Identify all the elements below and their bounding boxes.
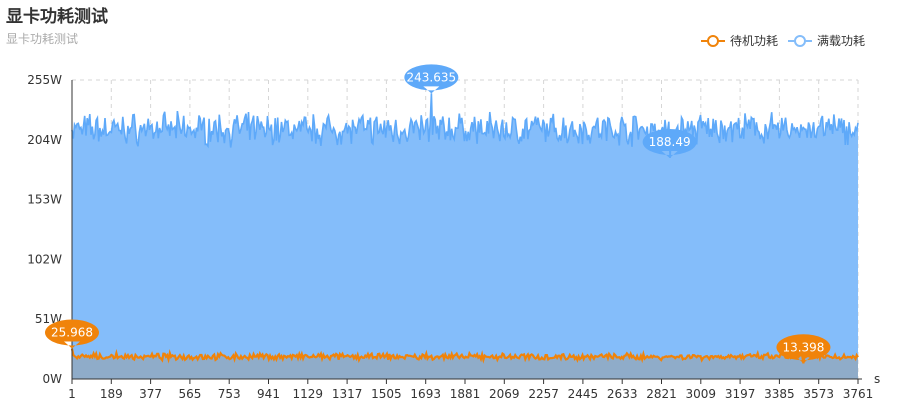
idle-min-pin: 13.398 [776,334,831,364]
legend-idle-icon [700,34,725,47]
x-tick-label: 1317 [332,387,363,401]
x-tick-label: 753 [218,387,241,401]
x-axis-label: s [874,372,880,386]
legend: 待机功耗 满载功耗 [700,32,865,49]
x-tick-label: 941 [257,387,280,401]
load-max-pin-shape [404,64,459,94]
y-tick-label: 102W [27,252,62,266]
idle-min-pin-label: 13.398 [782,340,824,354]
y-tick-label: 153W [27,193,62,207]
x-tick-label: 1881 [450,387,481,401]
x-tick-label: 3385 [764,387,795,401]
series-idle-area [72,348,858,379]
legend-load-label: 满载功耗 [816,34,865,48]
chart-subtitle: 显卡功耗测试 [6,32,79,46]
x-tick-label: 2257 [528,387,559,401]
x-tick-label: 1 [68,387,76,401]
legend-idle-label: 待机功耗 [729,34,778,48]
x-tick-label: 3761 [843,387,874,401]
load-max-pin-label: 243.635 [407,70,457,84]
x-tick-label: 2069 [489,387,520,401]
y-tick-label: 0W [43,372,63,386]
x-tick-label: 3573 [803,387,834,401]
y-tick-label: 255W [27,73,62,87]
series-load-line [71,93,859,159]
load-min-pin-label: 188.49 [649,135,691,149]
series-load-area [72,93,858,380]
x-tick-label: 3009 [686,387,717,401]
x-tick-label: 3197 [725,387,756,401]
x-tick-label: 2821 [646,387,677,401]
y-tick-label: 204W [27,133,62,147]
x-tick-label: 565 [178,387,201,401]
series-idle-line [70,348,859,364]
legend-item-idle[interactable]: 待机功耗 [700,32,778,49]
x-tick-label: 2445 [568,387,599,401]
legend-item-load[interactable]: 满载功耗 [787,32,865,49]
x-tick-label: 1693 [410,387,441,401]
load-min-pin-shape [642,128,697,158]
x-tick-label: 2633 [607,387,638,401]
x-tick-label: 189 [100,387,123,401]
idle-max-pin: 25.968 [45,319,99,349]
x-tick-label: 377 [139,387,162,401]
idle-max-pin-label: 25.968 [51,326,93,340]
load-min-pin: 188.49 [642,128,697,158]
x-tick-label: 1505 [371,387,402,401]
load-max-pin: 243.635 [404,64,459,94]
idle-max-pin-shape [45,319,99,349]
chart-title: 显卡功耗测试 [6,7,108,27]
legend-load-icon [787,34,812,47]
idle-min-pin-shape [776,334,831,364]
x-tick-label: 1129 [293,387,324,401]
